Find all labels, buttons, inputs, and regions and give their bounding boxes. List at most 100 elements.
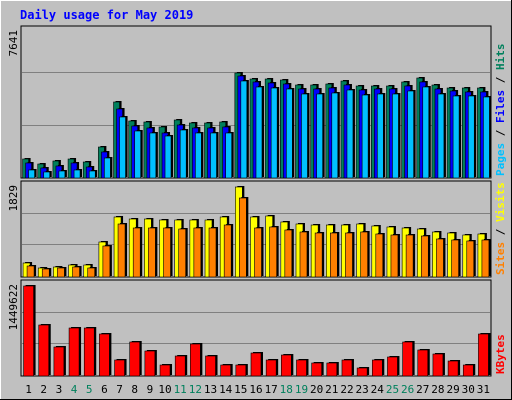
bar-sites-3 xyxy=(57,267,65,278)
bar-pages-29 xyxy=(452,95,460,179)
bar-sites-25 xyxy=(390,234,399,278)
bar-kbytes-8 xyxy=(129,341,141,377)
x-tick-label: 25 xyxy=(386,383,399,396)
bar-kbytes-9 xyxy=(144,350,156,377)
x-tick-label: 8 xyxy=(131,383,138,396)
bar-kbytes-16 xyxy=(250,352,262,377)
bar-kbytes-11 xyxy=(174,355,186,377)
bar-kbytes-31 xyxy=(478,333,489,377)
bar-kbytes-4 xyxy=(68,327,80,377)
bar-kbytes-27 xyxy=(417,349,429,377)
x-tick-label: 12 xyxy=(189,383,202,396)
x-tick-label: 14 xyxy=(219,383,233,396)
bar-pages-5 xyxy=(88,170,96,179)
bar-pages-28 xyxy=(437,93,445,179)
panel-visits-sites: 1829 Sites / Visits xyxy=(7,180,507,278)
bar-pages-30 xyxy=(467,95,475,179)
bar-sites-17 xyxy=(269,226,277,278)
x-tick-label: 28 xyxy=(431,383,444,396)
panel-hits-files-pages: 7641 Pages / Files / Hits xyxy=(7,25,507,179)
x-tick-label: 7 xyxy=(116,383,123,396)
bar-pages-4 xyxy=(73,169,81,179)
bar-sites-8 xyxy=(132,227,141,278)
bar-pages-25 xyxy=(392,93,399,179)
x-tick-label: 18 xyxy=(280,383,293,396)
x-tick-label: 2 xyxy=(40,383,47,396)
bar-kbytes-23 xyxy=(356,367,368,377)
bar-kbytes-15 xyxy=(235,364,247,377)
x-tick-label: 11 xyxy=(174,383,187,396)
bar-sites-24 xyxy=(375,233,384,278)
x-tick-label: 5 xyxy=(86,383,93,396)
bar-kbytes-19 xyxy=(296,359,307,377)
bar-sites-2 xyxy=(41,268,50,278)
bar-sites-31 xyxy=(481,239,490,278)
bar-sites-12 xyxy=(193,227,202,278)
bar-kbytes-14 xyxy=(220,364,231,377)
bar-pages-16 xyxy=(255,86,263,179)
bar-sites-14 xyxy=(223,224,232,278)
x-tick-label: 20 xyxy=(310,383,323,396)
bar-pages-10 xyxy=(164,135,172,179)
bar-sites-4 xyxy=(72,266,80,278)
bar-pages-31 xyxy=(483,96,490,179)
bar-kbytes-29 xyxy=(447,360,459,377)
bar-pages-12 xyxy=(195,132,202,179)
legend: Sites / Visits xyxy=(494,182,507,275)
bar-sites-21 xyxy=(330,232,338,278)
x-tick-label: 9 xyxy=(147,383,154,396)
ymax-label: 1449622 xyxy=(7,284,20,330)
bar-kbytes-13 xyxy=(205,355,216,377)
ymax-label: 1829 xyxy=(7,185,20,212)
bar-pages-19 xyxy=(301,93,308,179)
bar-pages-8 xyxy=(134,130,142,179)
bar-sites-6 xyxy=(102,245,111,278)
bar-kbytes-12 xyxy=(190,343,201,377)
legend: KBytes xyxy=(494,334,507,374)
bar-sites-10 xyxy=(163,227,171,278)
bar-sites-13 xyxy=(208,227,217,278)
bar-sites-18 xyxy=(284,229,293,278)
bar-pages-20 xyxy=(316,93,323,179)
bar-kbytes-22 xyxy=(341,359,353,377)
x-tick-label: 6 xyxy=(101,383,108,396)
bar-kbytes-28 xyxy=(432,353,444,377)
bar-pages-23 xyxy=(361,94,369,179)
legend-entry: KBytes xyxy=(494,334,507,374)
x-tick-label: 16 xyxy=(249,383,262,396)
bar-kbytes-1 xyxy=(23,285,34,377)
bar-pages-13 xyxy=(210,132,217,179)
x-tick-label: 19 xyxy=(295,383,308,396)
ymax-label: 7641 xyxy=(7,30,20,57)
chart-title: Daily usage for May 2019 xyxy=(20,8,193,22)
bar-sites-27 xyxy=(420,235,429,278)
bar-sites-19 xyxy=(299,231,308,278)
legend-entry: / xyxy=(494,222,507,242)
bar-kbytes-17 xyxy=(265,359,277,377)
bar-kbytes-3 xyxy=(53,346,65,377)
bar-pages-22 xyxy=(346,89,354,179)
bar-kbytes-30 xyxy=(462,364,474,377)
x-tick-label: 4 xyxy=(71,383,78,396)
bar-kbytes-2 xyxy=(38,324,50,377)
bar-kbytes-7 xyxy=(114,359,125,377)
legend-entry: Files xyxy=(494,90,507,123)
bar-pages-27 xyxy=(422,86,430,179)
x-tick-label: 1 xyxy=(25,383,32,396)
bar-kbytes-20 xyxy=(311,362,322,377)
x-tick-label: 31 xyxy=(477,383,490,396)
x-tick-label: 15 xyxy=(234,383,247,396)
bar-kbytes-5 xyxy=(83,327,95,377)
bar-pages-17 xyxy=(270,87,278,179)
x-tick-label: 17 xyxy=(265,383,278,396)
bar-kbytes-26 xyxy=(402,341,413,377)
bar-pages-18 xyxy=(286,88,293,179)
bar-pages-1 xyxy=(28,169,35,179)
bar-sites-30 xyxy=(466,240,475,278)
bar-pages-11 xyxy=(179,129,187,179)
x-tick-label: 10 xyxy=(158,383,171,396)
bar-kbytes-21 xyxy=(326,362,338,377)
legend-entry: Pages xyxy=(494,143,507,176)
